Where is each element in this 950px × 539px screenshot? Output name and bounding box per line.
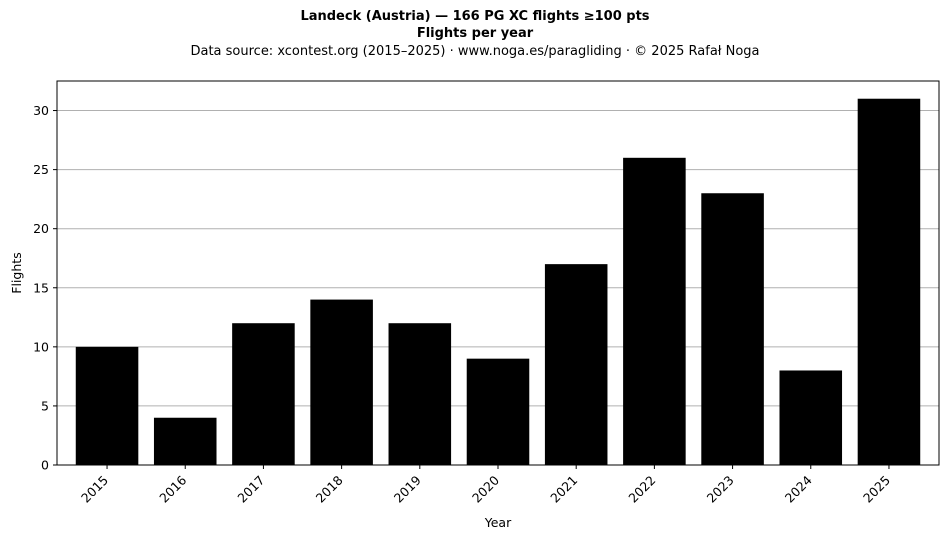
bar-2015	[75, 346, 139, 465]
y-axis: 0 5 10 15 20 25 30	[33, 103, 57, 473]
x-axis: 2015 2016 2017 2018 2019 2020 2021 2022 2023 2024…	[78, 465, 893, 506]
x-tick-label: 2019	[391, 472, 424, 505]
x-axis-label: Year	[484, 515, 512, 530]
y-tick-label: 10	[33, 339, 49, 354]
bar-2016	[153, 417, 217, 465]
bar-2018	[310, 299, 373, 465]
x-tick-label: 2025	[860, 473, 893, 506]
chart-subtitle: Flights per year	[416, 26, 534, 41]
bar-2024	[779, 370, 843, 465]
x-tick-label: 2024	[782, 472, 815, 505]
x-tick-label: 2016	[156, 472, 189, 505]
bar-2025	[857, 98, 921, 465]
bar-2021	[544, 264, 608, 465]
x-tick-label: 2022	[625, 473, 658, 506]
y-tick-label: 0	[41, 458, 49, 473]
bar-2017	[232, 323, 295, 465]
bar-2022	[623, 157, 686, 466]
x-tick-label: 2023	[704, 473, 737, 506]
x-tick-label: 2020	[469, 472, 502, 505]
bar-2020	[466, 358, 530, 465]
bar-2023	[701, 193, 764, 465]
x-tick-label: 2015	[78, 473, 111, 506]
y-tick-label: 20	[33, 221, 49, 236]
y-tick-label: 5	[41, 398, 49, 413]
y-tick-label: 15	[33, 280, 49, 295]
y-axis-label: Flights	[9, 252, 24, 293]
x-tick-label: 2018	[313, 472, 346, 505]
bars	[75, 98, 921, 466]
y-tick-label: 30	[33, 103, 49, 118]
chart-title: Landeck (Austria) — 166 PG XC flights ≥1…	[300, 9, 650, 24]
x-tick-label: 2017	[234, 473, 267, 506]
chart-source: Data source: xcontest.org (2015–2025) · …	[190, 44, 760, 59]
x-tick-label: 2021	[547, 473, 580, 506]
y-tick-label: 25	[33, 162, 49, 177]
bar-2019	[388, 323, 452, 465]
